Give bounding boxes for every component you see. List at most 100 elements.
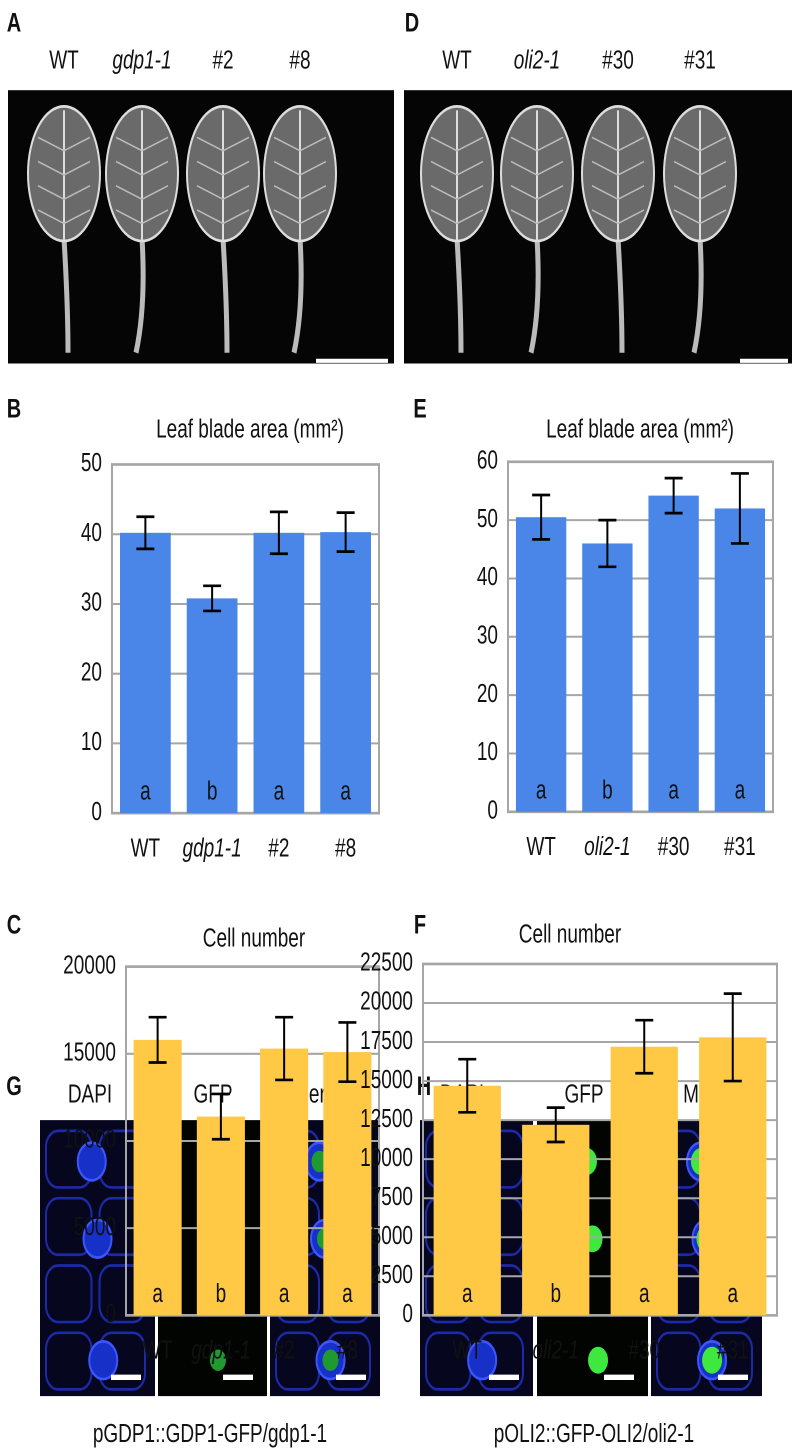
y-tick-label: 12500 [360, 1104, 413, 1132]
significance-letter: b [602, 776, 613, 804]
error-bar [275, 1015, 294, 1082]
chart-title: Leaf blade area (mm²) [156, 415, 344, 443]
error-bar [730, 472, 749, 545]
image-label: WT [442, 46, 472, 74]
cell-outline [45, 1264, 93, 1324]
significance-letter: a [279, 1279, 290, 1307]
x-tick-label: WT [452, 1336, 482, 1364]
leaf [105, 105, 179, 354]
leaf-vein [591, 160, 645, 176]
y-tick-label: 0 [402, 1299, 413, 1327]
chart-title: Cell number [203, 924, 306, 952]
x-tick-label: #30 [628, 1336, 660, 1364]
error-bar [203, 584, 222, 613]
image-label: GFP [564, 1080, 603, 1108]
y-tick-label: 0 [105, 1299, 116, 1327]
leaf-vein [430, 160, 484, 176]
bar [582, 543, 633, 812]
x-tick-label: #31 [724, 832, 756, 860]
error-bar [338, 1021, 357, 1084]
bar [196, 1116, 245, 1316]
significance-letter: a [536, 776, 547, 804]
leaf-vein [273, 136, 327, 152]
significance-letter: a [727, 1279, 738, 1307]
leaf-stalk [528, 238, 541, 354]
bar [320, 532, 371, 814]
significance-letter: a [274, 777, 285, 805]
y-tick-label: 30 [81, 588, 102, 616]
significance-letter: a [735, 776, 746, 804]
bar [515, 517, 567, 812]
x-tick-label: WT [526, 832, 556, 860]
y-tick-label: 60 [477, 446, 498, 474]
leaf-vein [196, 160, 250, 176]
leaf [186, 105, 260, 353]
y-tick-label: 20000 [360, 987, 413, 1015]
leaf-vein [430, 136, 484, 152]
leaf-vein [115, 209, 169, 225]
y-tick-label: 20 [81, 658, 102, 686]
leaf-stalk [61, 238, 71, 353]
x-tick-label: gdp1-1 [183, 834, 242, 862]
leaf-vein [510, 160, 564, 176]
bar [260, 1048, 309, 1316]
panel-letter: C [7, 911, 21, 941]
leaf-vein [37, 160, 91, 176]
leaf [27, 105, 101, 353]
leaf-vein [510, 136, 564, 152]
x-tick-label: oli2-1 [584, 832, 630, 860]
significance-letter: a [340, 777, 351, 805]
panel-letter: G [6, 1072, 22, 1102]
leaf-vein [591, 136, 645, 152]
error-bar [136, 515, 155, 551]
error-bar [532, 493, 551, 541]
y-tick-label: 5000 [74, 1212, 116, 1240]
caption: pOLI2::GFP-OLI2/oli2-1 [494, 1419, 695, 1447]
leaf [420, 105, 494, 353]
leaf-vein [115, 136, 169, 152]
error-bar [336, 511, 355, 553]
error-bar [598, 518, 617, 569]
y-tick-label: 10000 [360, 1143, 413, 1171]
leaf-vein [673, 136, 727, 152]
x-tick-label: #8 [337, 1336, 358, 1364]
image-label: oli2-1 [514, 46, 560, 74]
leaf [263, 105, 337, 354]
y-tick-label: 10 [81, 727, 102, 755]
significance-letter: b [550, 1279, 561, 1307]
leaf-vein [196, 185, 250, 201]
plot-border [125, 965, 380, 1317]
leaf-vein [273, 185, 327, 201]
y-tick-label: 10000 [63, 1125, 116, 1153]
plot-border [507, 460, 774, 814]
plot-border [422, 962, 778, 1317]
y-tick-label: 50 [477, 504, 498, 532]
image-label: #2 [212, 46, 233, 74]
nucleus [82, 1218, 113, 1259]
leaf-vein [115, 160, 169, 176]
leaf-vein [196, 136, 250, 152]
image-label: #30 [602, 46, 634, 74]
image-label: #8 [289, 46, 310, 74]
leaf-vein [510, 209, 564, 225]
caption: pGDP1::GDP1-GFP/gdp1-1 [93, 1419, 327, 1447]
gfp-signal [588, 1346, 609, 1374]
x-tick-label: #2 [274, 1336, 295, 1364]
x-tick-label: WT [131, 834, 161, 862]
bar [714, 508, 766, 812]
significance-letter: a [152, 1279, 163, 1307]
gfp-signal [702, 1346, 723, 1374]
panel-letter: E [413, 395, 426, 425]
leaf [663, 105, 737, 354]
leaf-vein [37, 185, 91, 201]
panel-letter: A [7, 9, 21, 39]
chart-title: Leaf blade area (mm²) [546, 415, 734, 443]
bar [610, 1046, 678, 1316]
bar [120, 532, 171, 814]
bar [522, 1124, 590, 1316]
error-bar [211, 1092, 230, 1141]
y-tick-label: 0 [91, 797, 102, 825]
x-tick-label: #8 [335, 834, 356, 862]
significance-letter: a [342, 1279, 353, 1307]
